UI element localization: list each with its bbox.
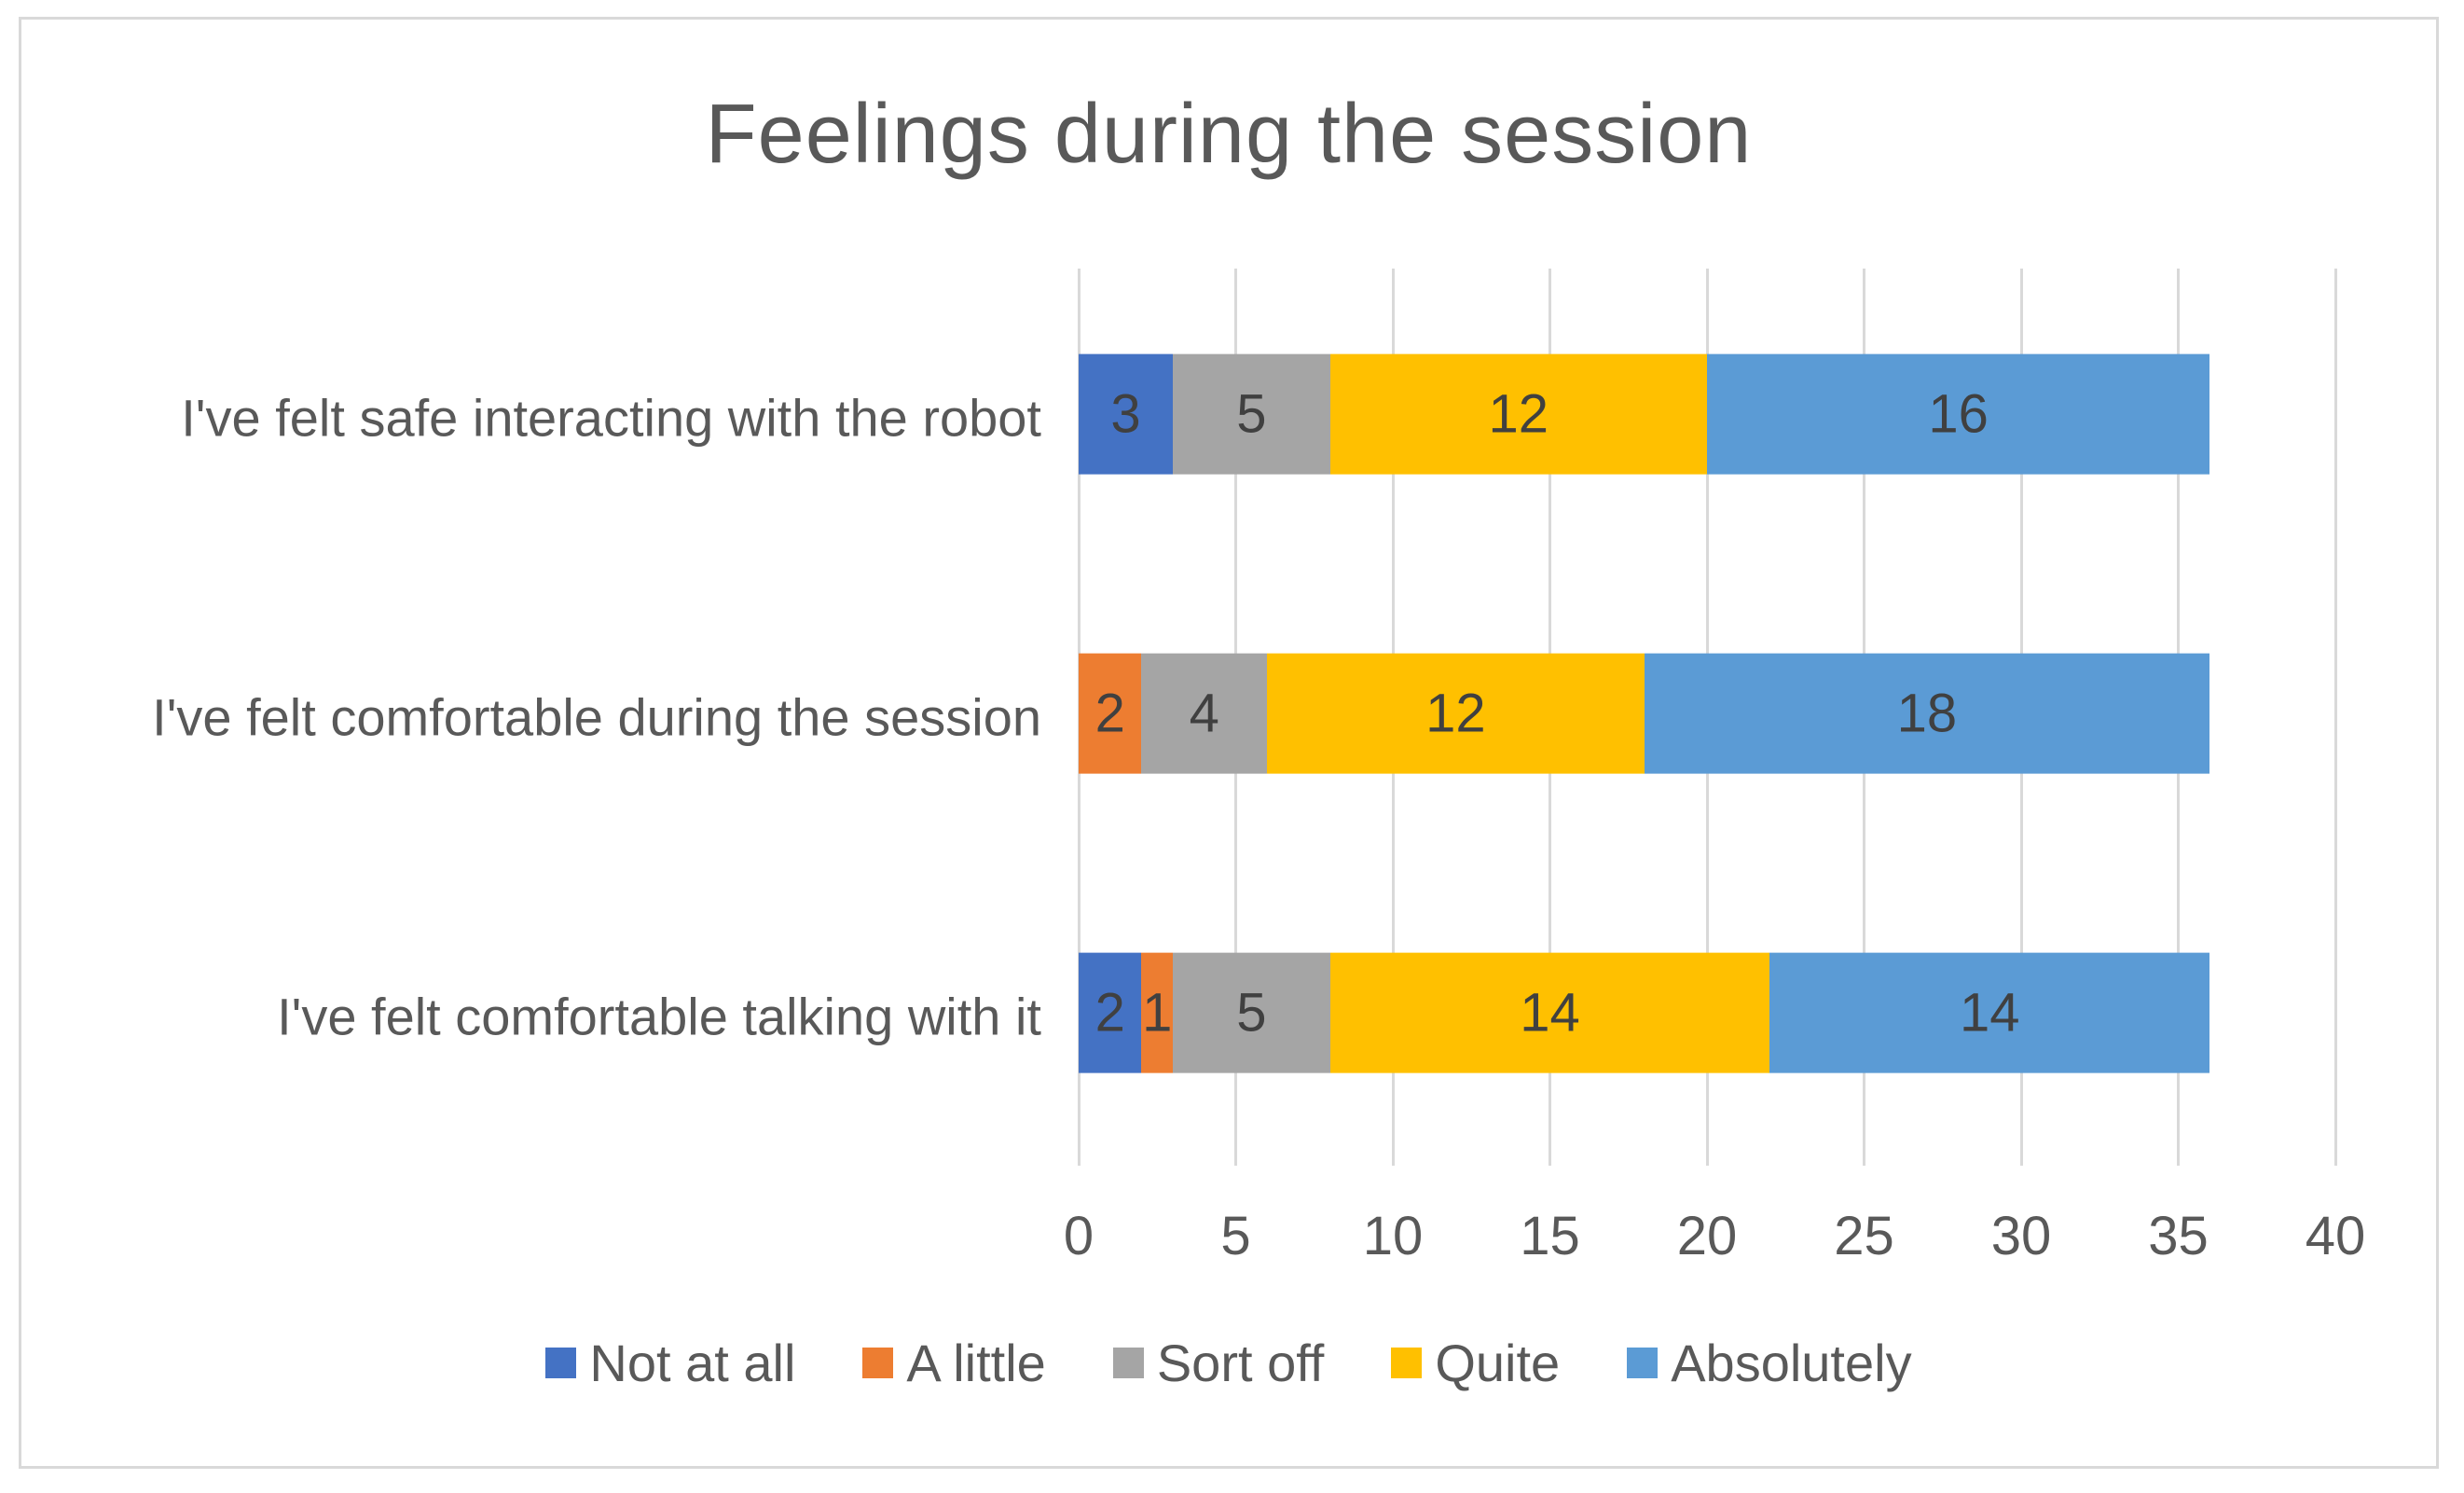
data-label: 2 [1094, 982, 1125, 1044]
bar-segment-absolutely: 16 [1706, 353, 2210, 475]
legend-label: Quite [1435, 1334, 1561, 1392]
data-label: 12 [1488, 383, 1549, 445]
bar-segment-quite: 12 [1267, 653, 1645, 774]
data-label: 14 [1960, 982, 2020, 1044]
data-label: 14 [1520, 982, 1580, 1044]
x-axis-tick-label: 25 [1834, 1206, 1894, 1266]
bar-segment-sort-off: 5 [1173, 952, 1330, 1073]
legend: Not at all A little Sort off Quite Absolutel… [21, 1333, 2436, 1393]
legend-item-a-little: A little [862, 1333, 1046, 1393]
bar-segment-quite: 14 [1329, 952, 1770, 1073]
data-label: 5 [1236, 982, 1267, 1044]
bar-segment-sort-off: 4 [1141, 653, 1268, 774]
legend-swatch-icon [1391, 1348, 1423, 1378]
x-axis-tick-label: 0 [1063, 1206, 1094, 1266]
category-label: I've felt comfortable talking with it [277, 987, 1041, 1046]
legend-label: A little [906, 1334, 1046, 1392]
data-label: 3 [1110, 383, 1141, 445]
data-label: 1 [1142, 982, 1173, 1044]
x-axis-tick-label: 20 [1676, 1206, 1738, 1266]
bar-segment-absolutely: 18 [1644, 653, 2210, 774]
x-axis: 0 5 10 15 20 25 30 35 40 [1064, 1205, 2365, 1270]
legend-swatch-icon [545, 1348, 577, 1378]
category-row: I've felt safe interacting with the robo… [181, 269, 2335, 568]
legend-item-not-at-all: Not at all [545, 1333, 795, 1393]
legend-swatch-icon [1627, 1348, 1659, 1378]
x-axis-tick-label: 10 [1362, 1206, 1424, 1266]
x-axis-tick-label: 15 [1520, 1206, 1580, 1266]
bar-segment-not-at-all: 3 [1079, 353, 1174, 475]
bar-segment-absolutely: 14 [1769, 952, 2210, 1073]
plot-area: I've felt safe interacting with the robo… [152, 269, 2365, 1266]
category-label: I've felt comfortable during the session [152, 687, 1041, 747]
legend-item-sort-off: Sort off [1112, 1333, 1325, 1393]
category-row: I've felt comfortable talking with it 2 1 5… [277, 866, 2335, 1166]
category-row: I've felt comfortable during the session… [152, 568, 2335, 867]
legend-label: Sort off [1156, 1334, 1325, 1392]
stacked-bar: 2 4 12 18 [1079, 653, 2210, 774]
data-label: 4 [1189, 683, 1219, 744]
data-label: 12 [1425, 683, 1486, 744]
chart-title: Feelings during the session [705, 88, 1753, 181]
stacked-bar: 3 5 12 16 [1079, 353, 2210, 475]
data-label: 18 [1896, 683, 1958, 744]
x-axis-tick-label: 40 [2305, 1206, 2366, 1266]
legend-swatch-icon [1112, 1348, 1144, 1378]
bar-segment-sort-off: 5 [1173, 353, 1330, 475]
bar-segment-a-little: 1 [1141, 952, 1174, 1073]
legend-item-quite: Quite [1391, 1333, 1560, 1393]
bar-segment-not-at-all: 2 [1079, 952, 1142, 1073]
category-label: I've felt safe interacting with the robo… [181, 388, 1041, 448]
stacked-bar: 2 1 5 14 14 [1079, 952, 2210, 1073]
data-label: 16 [1928, 383, 1989, 445]
legend-label: Not at all [589, 1334, 796, 1392]
chart-figure: Feelings during the session I've felt sa… [19, 17, 2439, 1469]
legend-item-absolutely: Absolutely [1627, 1333, 1912, 1393]
bar-segment-quite: 12 [1329, 353, 1707, 475]
legend-swatch-icon [862, 1348, 894, 1378]
x-axis-tick-label: 35 [2148, 1206, 2209, 1266]
x-axis-tick-label: 30 [1990, 1206, 2052, 1266]
gridline [2333, 269, 2337, 1166]
x-axis-tick-label: 5 [1220, 1206, 1251, 1266]
legend-label: Absolutely [1671, 1334, 1912, 1392]
data-label: 2 [1094, 683, 1125, 744]
data-label: 5 [1236, 383, 1267, 445]
bar-segment-a-little: 2 [1079, 653, 1142, 774]
